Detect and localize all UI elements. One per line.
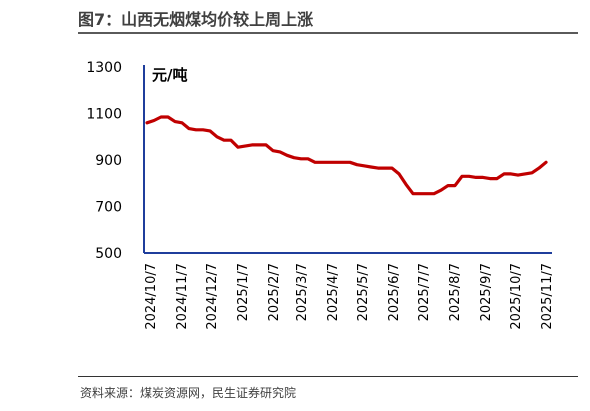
x-tick-label: 2025/5/7 — [356, 263, 371, 321]
x-tick-label: 2025/6/7 — [387, 263, 402, 321]
x-tick-label: 2025/4/7 — [326, 263, 341, 321]
source-note: 资料来源：煤炭资源网，民生证券研究院 — [80, 386, 297, 400]
axes — [143, 65, 552, 254]
title-underline — [78, 32, 578, 34]
series-layer — [145, 115, 548, 196]
x-tick-label: 2025/11/7 — [540, 263, 555, 330]
y-tick-label: 1100 — [86, 107, 122, 123]
x-tick-label: 2025/9/7 — [479, 263, 494, 321]
x-tick-label: 2025/8/7 — [448, 263, 463, 321]
x-tick-label: 2024/10/7 — [144, 263, 159, 330]
x-tick-label: 2025/10/7 — [509, 263, 524, 330]
y-tick-label: 500 — [95, 246, 122, 262]
y-axis-label: 元/吨 — [152, 66, 187, 84]
y-tick-label: 900 — [95, 153, 122, 169]
x-tick-label: 2025/3/7 — [295, 263, 310, 321]
footer-divider — [78, 376, 578, 377]
x-tick-label: 2024/11/7 — [175, 263, 190, 330]
tick-labels: 500 700 900 1100 1300 2024/10/7 2024/11/7 2024/… — [86, 60, 555, 330]
series-line — [145, 115, 548, 196]
chart-title: 图7：山西无烟煤均价较上周上涨 — [78, 10, 314, 29]
x-tick-label: 2025/2/7 — [267, 263, 282, 321]
x-tick-label: 2024/12/7 — [205, 263, 220, 330]
x-tick-label: 2025/7/7 — [417, 263, 432, 321]
x-tick-label: 2025/1/7 — [236, 263, 251, 321]
y-tick-label: 1300 — [86, 60, 122, 76]
y-tick-label: 700 — [95, 200, 122, 216]
